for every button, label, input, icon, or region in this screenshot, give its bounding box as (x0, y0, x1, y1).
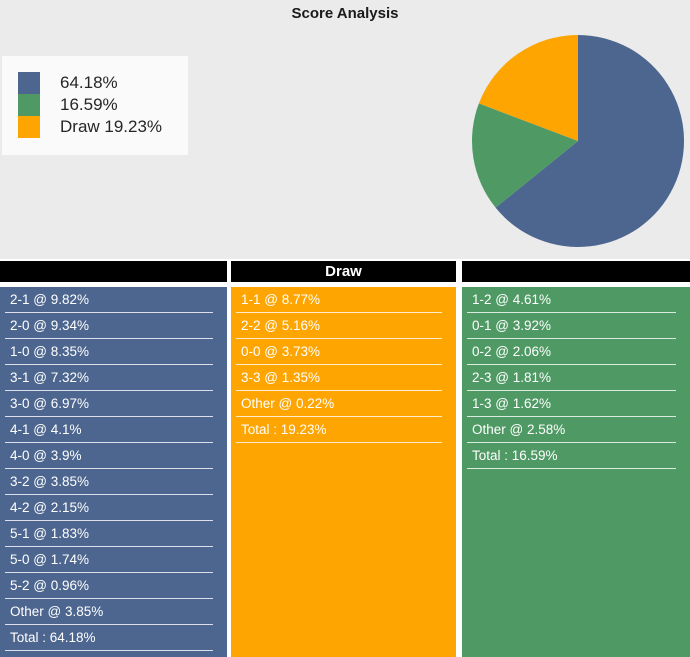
score-row: 2-2 @ 5.16% (236, 313, 442, 339)
score-row: 3-3 @ 1.35% (236, 365, 442, 391)
score-table: Draw 2-1 @ 9.82% 2-0 @ 9.34% 1-0 @ 8.35% 3-… (0, 259, 690, 657)
legend-swatch (18, 72, 40, 94)
score-row: 3-1 @ 7.32% (5, 365, 213, 391)
score-row: 2-0 @ 9.34% (5, 313, 213, 339)
score-row: Other @ 0.22% (236, 391, 442, 417)
legend-item: Draw 19.23% (18, 116, 188, 138)
pie-slice (478, 35, 578, 141)
score-row: 4-0 @ 3.9% (5, 443, 213, 469)
pie-slice (495, 35, 685, 247)
score-row: 5-2 @ 0.96% (5, 573, 213, 599)
score-row: 0-2 @ 2.06% (467, 339, 676, 365)
score-row: 2-1 @ 9.82% (5, 287, 213, 313)
legend-swatch (18, 94, 40, 116)
score-row: 0-1 @ 3.92% (467, 313, 676, 339)
score-row: 1-0 @ 8.35% (5, 339, 213, 365)
home-scores-column: 2-1 @ 9.82% 2-0 @ 9.34% 1-0 @ 8.35% 3-1 @ 7… (0, 287, 227, 657)
score-row: 1-3 @ 1.62% (467, 391, 676, 417)
score-row: 5-0 @ 1.74% (5, 547, 213, 573)
score-row: 4-2 @ 2.15% (5, 495, 213, 521)
score-row: 1-2 @ 4.61% (467, 287, 676, 313)
score-row: 5-1 @ 1.83% (5, 521, 213, 547)
away-scores-column: 1-2 @ 4.61% 0-1 @ 3.92% 0-2 @ 2.06% 2-3 @ 1… (462, 287, 690, 657)
legend-label: Draw 19.23% (60, 117, 163, 136)
score-row: Total : 19.23% (236, 417, 442, 443)
pie-slice (472, 103, 578, 208)
legend-item: 64.18% (18, 72, 188, 94)
score-row: 3-0 @ 6.97% (5, 391, 213, 417)
score-row: 2-3 @ 1.81% (467, 365, 676, 391)
score-row: Other @ 3.85% (5, 599, 213, 625)
score-row: Other @ 2.58% (467, 417, 676, 443)
score-row: 4-1 @ 4.1% (5, 417, 213, 443)
draw-scores-column: 1-1 @ 8.77% 2-2 @ 5.16% 0-0 @ 3.73% 3-3 @ 1… (231, 287, 456, 657)
page-title: Score Analysis (291, 5, 399, 22)
score-row: Total : 64.18% (5, 625, 213, 651)
legend-label: 64.18% (60, 73, 118, 92)
legend-label: 16.59% (60, 95, 118, 114)
score-row: 3-2 @ 3.85% (5, 469, 213, 495)
score-row: 0-0 @ 3.73% (236, 339, 442, 365)
score-row: Total : 16.59% (467, 443, 676, 469)
pie-legend: 64.18% 16.59% Draw 19.23% (2, 56, 188, 155)
legend-item: 16.59% (18, 94, 188, 116)
draw-column-header: Draw (231, 261, 456, 282)
legend-swatch (18, 116, 40, 138)
score-row: 1-1 @ 8.77% (236, 287, 442, 313)
pie-chart (472, 35, 685, 247)
away-column-header (462, 261, 690, 282)
home-column-header (0, 261, 227, 282)
